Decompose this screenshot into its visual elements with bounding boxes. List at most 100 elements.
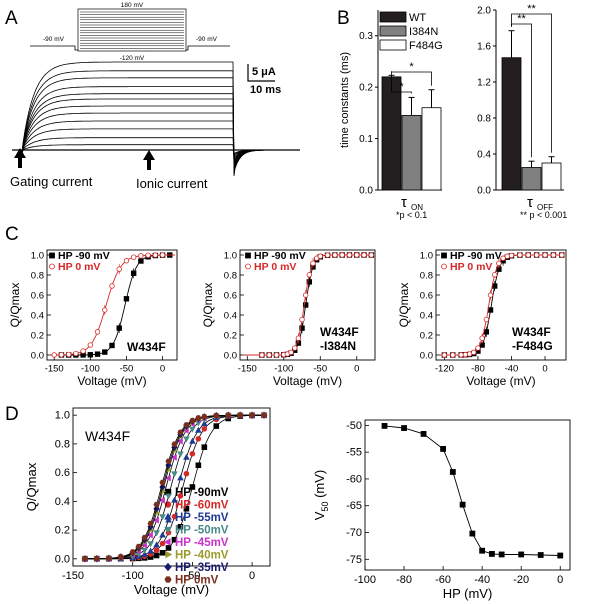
y-tick-label: 0.0: [420, 351, 433, 362]
legend-label: HP -35mV: [175, 562, 229, 574]
protocol-label-top: 180 mV: [121, 2, 144, 9]
data-point: [116, 266, 122, 272]
data-point: [306, 272, 313, 278]
panel-a-protocol: 180 mV -90 mV -90 mV -120 mV: [30, 2, 230, 62]
panel-a-current-traces: [12, 61, 300, 177]
data-point: [492, 272, 498, 278]
data-point: [302, 302, 309, 308]
data-point: [201, 426, 208, 432]
y-tick-label: -65: [346, 500, 362, 512]
legend-label: WT: [409, 12, 426, 24]
data-point: [147, 547, 154, 554]
significance-mark: **: [527, 3, 536, 15]
y-tick-label: 0.8: [55, 438, 70, 450]
x-axis-title: HP (mV): [443, 586, 493, 601]
significance-bracket: [511, 13, 552, 153]
x-tick-label: -100: [274, 364, 293, 375]
data-point: [87, 342, 94, 348]
y-tick-label: 0.0: [359, 186, 373, 197]
data-point: [518, 551, 525, 558]
y-tick-label: 0.4: [224, 311, 237, 322]
data-point: [159, 549, 166, 556]
panel-letter-d: D: [5, 404, 19, 425]
x-tick-label: -40: [505, 364, 519, 375]
x-tick-label: -50: [120, 364, 134, 375]
data-point: [164, 576, 172, 583]
data-point: [116, 325, 122, 331]
y-tick-label: 1.0: [420, 251, 433, 262]
data-point: [165, 550, 173, 559]
legend-label: HP -45mV: [175, 537, 229, 549]
x-axis-title: Voltage (mV): [134, 582, 209, 597]
ionic-current-label: Ionic current: [136, 176, 208, 191]
legend-label: HP -90 mV: [450, 250, 502, 262]
legend-label: I384N: [409, 26, 438, 38]
data-point: [81, 556, 89, 562]
panel-c-w434f-f484g: -120 -80 -40 0 0.0 0.2 0.4 0.6 0.8 1.0 Voltage (mV…: [397, 249, 567, 388]
data-point: [483, 329, 490, 335]
gating-current-arrow: [14, 148, 26, 168]
data-point: [158, 497, 165, 504]
bar: [501, 57, 522, 191]
data-point: [164, 526, 172, 534]
data-point: [288, 349, 294, 356]
tau-off-symbol: τ: [527, 194, 533, 211]
x-tick-label: -50: [184, 570, 200, 582]
data-point: [306, 279, 313, 285]
x-axis-title: Voltage (mV): [466, 374, 535, 388]
y-tick-label: 0.2: [420, 331, 433, 342]
x-tick-label: 0: [557, 574, 563, 586]
panel-a-scale-bar: 5 μA 10 ms: [247, 64, 281, 96]
data-point: [479, 547, 486, 554]
data-point: [310, 260, 316, 267]
legend-label: HP -90 mV: [254, 250, 306, 262]
data-point: [138, 253, 144, 259]
bar: [401, 115, 422, 191]
tau-off-subscript: OFF: [537, 203, 553, 212]
plot-frame: [46, 249, 178, 361]
scale-bar-time-label: 10 ms: [250, 84, 281, 96]
data-point: [123, 296, 130, 302]
data-point: [508, 252, 515, 259]
y-axis-title: Q/Qmax: [201, 283, 215, 328]
panel-letter-c: C: [5, 224, 19, 245]
current-trace: [12, 128, 299, 160]
data-point: [302, 292, 309, 298]
current-trace: [12, 61, 299, 177]
data-point: [299, 316, 305, 323]
data-point: [171, 536, 178, 543]
y-tick-label: 0.0: [224, 351, 237, 362]
data-point: [441, 252, 447, 259]
construct-label: W434F: [320, 325, 359, 339]
significance-mark: **: [517, 13, 526, 25]
legend-label: HP -55mV: [175, 512, 229, 524]
data-point: [299, 325, 305, 331]
bar: [421, 107, 442, 191]
data-point: [171, 513, 178, 520]
data-point: [479, 335, 485, 341]
x-tick-label: -150: [238, 364, 257, 375]
y-tick-label: 0.2: [359, 83, 373, 94]
significance-mark: *: [399, 81, 404, 93]
data-point: [189, 417, 196, 424]
x-axis-title: Voltage (mV): [273, 374, 342, 388]
legend-swatch: [379, 39, 407, 51]
y-tick-label: 0.0: [31, 351, 44, 362]
legend-label: HP -60mV: [175, 500, 229, 512]
data-point: [170, 454, 177, 461]
legend-label: HP 0 mV: [254, 261, 296, 273]
y-axis-title: Q/Qmax: [8, 283, 22, 328]
x-tick-label: -50: [313, 364, 327, 375]
data-point: [129, 549, 136, 555]
data-point: [102, 307, 108, 313]
x-tick-label: -150: [45, 364, 64, 375]
data-point: [450, 352, 456, 358]
data-point: [153, 501, 160, 508]
data-point: [324, 252, 331, 258]
legend-label: HP 0mV: [175, 575, 219, 587]
data-point: [259, 352, 265, 358]
scale-bar-lines: [247, 64, 275, 82]
bar: [541, 162, 562, 191]
data-point: [471, 349, 477, 356]
